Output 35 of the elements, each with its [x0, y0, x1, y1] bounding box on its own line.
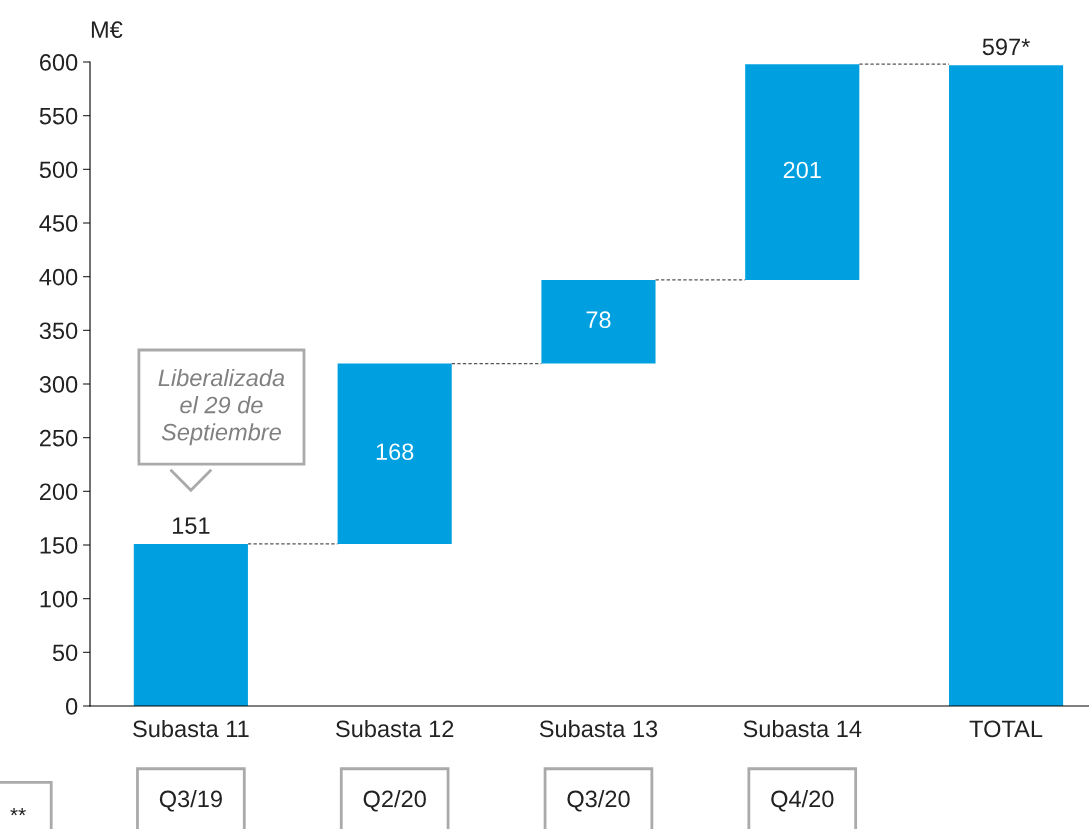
- bar: [541, 279, 656, 364]
- bar: [745, 64, 860, 280]
- text: Q4/20: [771, 789, 834, 812]
- y-tick-label: 500: [39, 161, 78, 179]
- y-tick-label: 600: [40, 54, 78, 71]
- x-tick-label: Subasta 13: [539, 719, 658, 738]
- bar: [948, 65, 1064, 706]
- annotation: Liberalizada el 29 de Septiembre: [158, 368, 285, 446]
- data-label: 78: [586, 311, 611, 329]
- y-tick-label: 400: [39, 268, 78, 286]
- y-tick-label: 150: [40, 537, 78, 554]
- text: Q2/20: [363, 789, 426, 812]
- bar: [133, 543, 248, 706]
- data-label: 151: [172, 517, 210, 534]
- y-tick-label: 550: [39, 107, 78, 125]
- bar: [337, 363, 452, 544]
- data-label: 168: [376, 443, 414, 461]
- y-tick-label: 450: [39, 215, 78, 232]
- text: Q3/19: [159, 789, 222, 812]
- x-tick-label: TOTAL: [969, 720, 1043, 738]
- text: **: [10, 808, 26, 816]
- text: Q3/20: [567, 789, 630, 812]
- y-tick-label: 250: [39, 429, 78, 447]
- y-tick-label: 300: [39, 376, 78, 393]
- y-tick-label: 200: [39, 483, 78, 501]
- x-tick-label: Subasta 12: [336, 719, 454, 738]
- x-tick-label: Subasta 11: [133, 719, 249, 738]
- y-tick-label: 350: [39, 322, 78, 340]
- data-label: 597*: [982, 38, 1030, 56]
- y-tick-label: 0: [65, 698, 78, 715]
- y-tick-label: 50: [52, 644, 78, 662]
- data-label: 201: [783, 161, 821, 179]
- x-tick-label: Subasta 14: [743, 719, 862, 738]
- y-axis-title: M€: [91, 21, 123, 39]
- y-tick-label: 100: [40, 590, 78, 608]
